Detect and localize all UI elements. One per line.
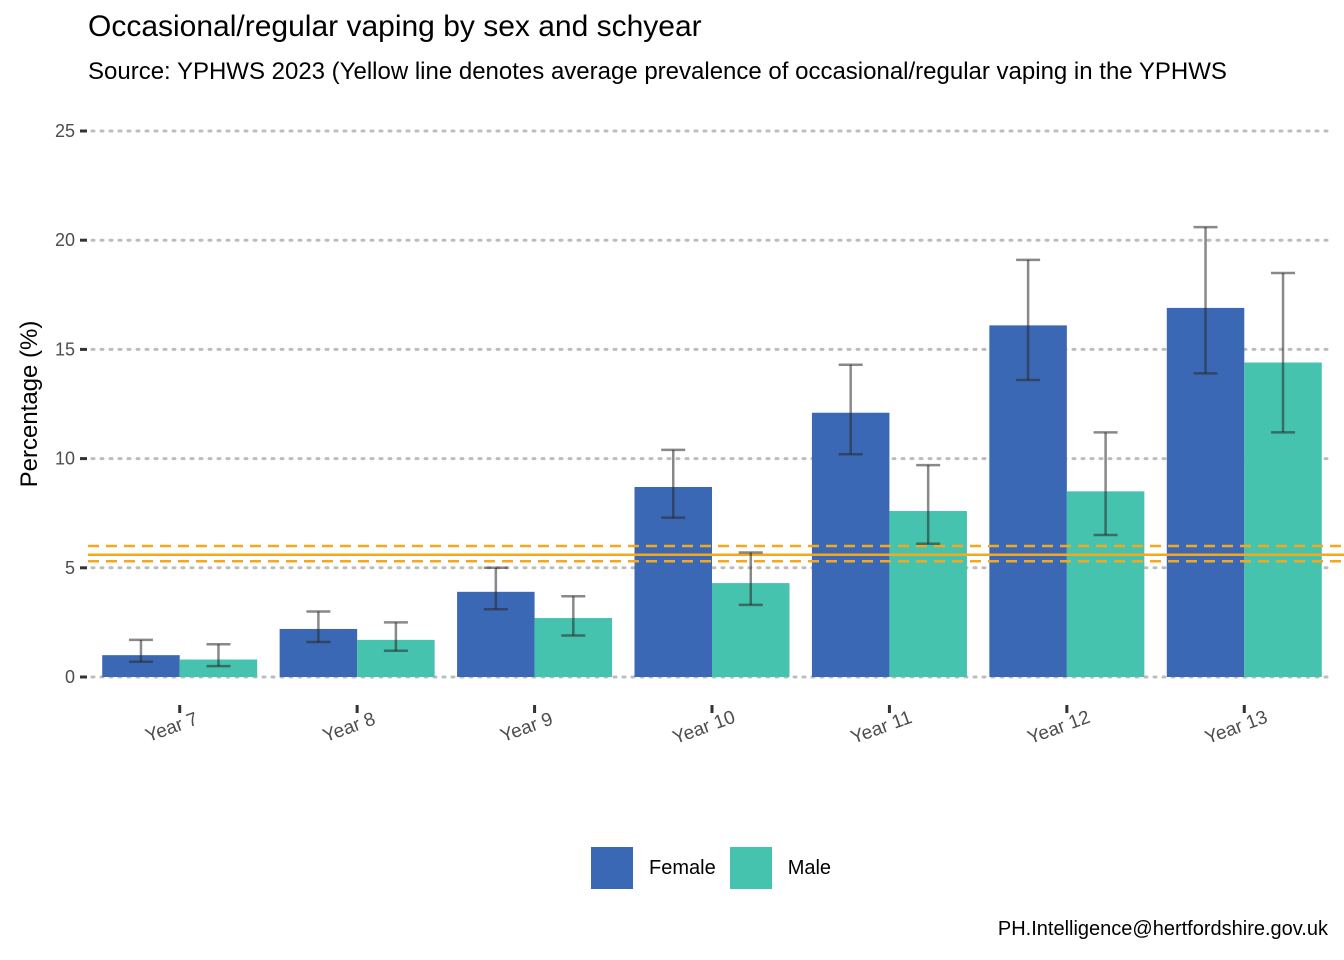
y-tick-label: 20 xyxy=(55,230,75,250)
error-bar-female-year-8 xyxy=(306,610,331,644)
x-tick-label: Year 11 xyxy=(848,707,915,748)
chart-title: Occasional/regular vaping by sex and sch… xyxy=(88,10,702,43)
y-tick-label: 15 xyxy=(55,339,75,359)
error-bar-male-year-9 xyxy=(561,594,586,637)
error-bar-male-year-11 xyxy=(916,463,941,546)
error-bar-male-year-10 xyxy=(738,551,763,607)
x-tick-label: Year 13 xyxy=(1202,707,1270,749)
y-tick-label: 0 xyxy=(65,667,75,687)
x-tick-label: Year 7 xyxy=(143,709,201,747)
legend-label-female: Female xyxy=(649,856,716,879)
error-bar-female-year-13 xyxy=(1193,225,1218,375)
x-tick-label: Year 8 xyxy=(320,709,378,747)
bar-female-year-7 xyxy=(102,655,180,677)
bar-male-year-7 xyxy=(179,659,258,677)
error-bar-male-year-13 xyxy=(1271,271,1296,434)
y-tick-label: 10 xyxy=(55,449,75,469)
legend-key-male xyxy=(729,847,772,889)
y-axis-title: Percentage (%) xyxy=(16,321,43,488)
error-bar-male-year-7 xyxy=(206,642,231,668)
error-bar-male-year-8 xyxy=(383,621,408,653)
error-bar-female-year-12 xyxy=(1016,258,1041,382)
chart-caption: PH.Intelligence@hertfordshire.gov.uk xyxy=(997,918,1328,940)
bar-female-year-12 xyxy=(989,325,1067,677)
error-bar-male-year-12 xyxy=(1093,431,1118,537)
legend-label-male: Male xyxy=(787,856,832,879)
x-tick-label: Year 12 xyxy=(1025,707,1093,749)
legend: Female Male xyxy=(591,847,845,889)
error-bar-female-year-7 xyxy=(128,638,153,663)
y-tick-label: 5 xyxy=(65,558,75,578)
legend-item-female: Female xyxy=(591,847,716,889)
error-bar-female-year-10 xyxy=(661,448,686,519)
y-tick-label: 25 xyxy=(55,121,75,141)
error-bar-female-year-11 xyxy=(838,363,863,456)
error-bar-female-year-9 xyxy=(483,566,508,611)
legend-key-female xyxy=(591,847,633,889)
x-tick-label: Year 9 xyxy=(498,709,556,747)
legend-item-male: Male xyxy=(729,847,832,889)
x-tick-label: Year 10 xyxy=(670,707,738,749)
chart-subtitle: Source: YPHWS 2023 (Yellow line denotes … xyxy=(88,58,1227,85)
